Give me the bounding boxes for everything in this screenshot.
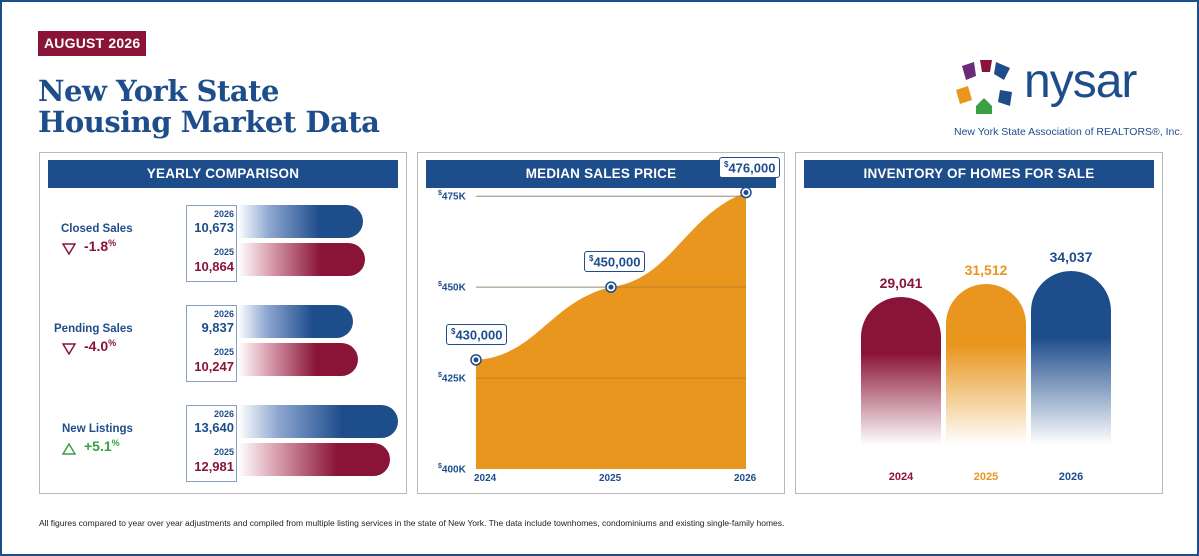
nysar-house-mark-icon <box>956 60 1012 114</box>
inventory-header: INVENTORY OF HOMES FOR SALE <box>804 160 1154 188</box>
nysar-wordmark: nysar <box>1024 55 1137 108</box>
prior-year: 2025 <box>213 247 234 257</box>
value-box: 2026 10,673 2025 10,864 <box>186 205 237 282</box>
title-line-2: Housing Market Data <box>38 105 380 139</box>
prior-year: 2025 <box>213 347 234 357</box>
yearly-comparison-panel: YEARLY COMPARISON Closed Sales -1.8% 2026 1… <box>39 152 407 494</box>
value-box: 2026 9,837 2025 10,247 <box>186 305 237 382</box>
inventory-value-label: 34,037 <box>1049 249 1093 265</box>
inventory-year-label: 2026 <box>1058 471 1084 483</box>
x-tick-label: 2025 <box>599 473 622 484</box>
inventory-bar <box>1031 271 1111 445</box>
y-tick-value: 475K <box>441 191 466 203</box>
inventory-year-label: 2024 <box>888 471 914 483</box>
median-price-chart: $400K $425K $450K $475K 2024 2025 2026 $430,000… <box>418 153 784 493</box>
median-price-svg <box>470 186 752 470</box>
median-price-panel: MEDIAN SALES PRICE $400K $425K $450K $475K 2… <box>417 152 785 494</box>
prior-value: 12,981 <box>194 459 234 474</box>
inventory-panel: INVENTORY OF HOMES FOR SALE 29,041 2024 31… <box>795 152 1163 494</box>
y-tick-label: $400K <box>438 463 466 475</box>
prior-value: 10,864 <box>194 259 234 274</box>
y-tick-value: 425K <box>441 373 466 385</box>
current-year-bar <box>238 205 364 238</box>
currency-symbol: $ <box>438 281 442 289</box>
prior-year-bar <box>238 343 359 376</box>
metric-change-percent: % <box>108 238 117 248</box>
price-callout: $430,000 <box>446 323 508 346</box>
metric-change-value: +5.1 <box>84 438 112 454</box>
metric-change-value: -1.8 <box>84 238 109 254</box>
price-callout-value: 430,000 <box>455 327 503 343</box>
currency-symbol: $ <box>451 326 456 336</box>
currency-symbol: $ <box>438 190 442 198</box>
title-line-1: New York State <box>38 74 280 108</box>
nysar-logo: nysar New York State Association of REAL… <box>954 55 1183 140</box>
date-badge: AUGUST 2026 <box>38 31 147 56</box>
price-callout: $450,000 <box>584 251 646 273</box>
current-year-bar <box>238 405 398 438</box>
data-point-center <box>473 357 479 363</box>
metric-change: +5.1% <box>84 438 120 454</box>
inventory-year-label: 2025 <box>973 471 999 483</box>
value-box: 2026 13,640 2025 12,981 <box>186 405 237 482</box>
y-tick-label: $475K <box>438 190 466 202</box>
currency-symbol: $ <box>438 463 442 470</box>
price-callout-value: 450,000 <box>593 254 641 270</box>
inventory-bar <box>946 283 1026 445</box>
y-tick-label: $425K <box>438 372 466 384</box>
footnote: All figures compared to year over year a… <box>39 518 785 528</box>
price-callout: $476,000 <box>719 156 781 178</box>
currency-symbol: $ <box>724 159 729 169</box>
current-value: 10,673 <box>194 220 234 235</box>
metric-change-percent: % <box>111 438 120 448</box>
data-point-center <box>743 190 749 196</box>
inventory-bar <box>861 296 941 445</box>
y-tick-label: $450K <box>438 281 466 293</box>
page-title: New York State Housing Market Data <box>38 74 380 139</box>
current-year-bar <box>238 305 354 338</box>
inventory-chart: 29,041 2024 31,512 2025 34,037 2026 <box>796 153 1162 493</box>
triangle-down-icon <box>62 243 76 255</box>
price-callout-value: 476,000 <box>728 159 776 175</box>
current-value: 13,640 <box>194 420 234 435</box>
prior-year-bar <box>238 243 366 276</box>
metric-label: New Listings <box>62 423 133 435</box>
triangle-up-icon <box>62 443 76 455</box>
currency-symbol: $ <box>438 372 442 380</box>
nysar-subtitle: New York State Association of REALTORS®,… <box>954 126 1183 138</box>
median-price-header: MEDIAN SALES PRICE <box>426 160 776 188</box>
y-tick-value: 450K <box>441 282 466 294</box>
prior-year-bar <box>238 443 391 476</box>
yearly-comparison-header: YEARLY COMPARISON <box>48 160 398 188</box>
metric-label: Closed Sales <box>61 223 133 235</box>
current-year: 2026 <box>213 209 234 219</box>
median-price-area <box>476 192 746 470</box>
current-value: 9,837 <box>201 320 234 335</box>
currency-symbol: $ <box>589 254 594 264</box>
current-year: 2026 <box>213 409 234 419</box>
inventory-value-label: 29,041 <box>879 274 923 291</box>
metric-change-percent: % <box>108 338 117 348</box>
x-tick-label: 2026 <box>734 473 757 484</box>
inventory-value-label: 31,512 <box>964 261 1008 278</box>
current-year: 2026 <box>213 309 234 319</box>
metric-change: -1.8% <box>84 238 116 254</box>
prior-year: 2025 <box>213 447 234 457</box>
prior-value: 10,247 <box>194 359 234 374</box>
metric-label: Pending Sales <box>54 323 133 335</box>
x-tick-label: 2024 <box>474 473 497 484</box>
y-tick-value: 400K <box>441 464 466 476</box>
metric-change: -4.0% <box>84 338 116 354</box>
data-point-center <box>608 284 614 290</box>
metric-change-value: -4.0 <box>84 338 109 354</box>
triangle-down-icon <box>62 343 76 355</box>
